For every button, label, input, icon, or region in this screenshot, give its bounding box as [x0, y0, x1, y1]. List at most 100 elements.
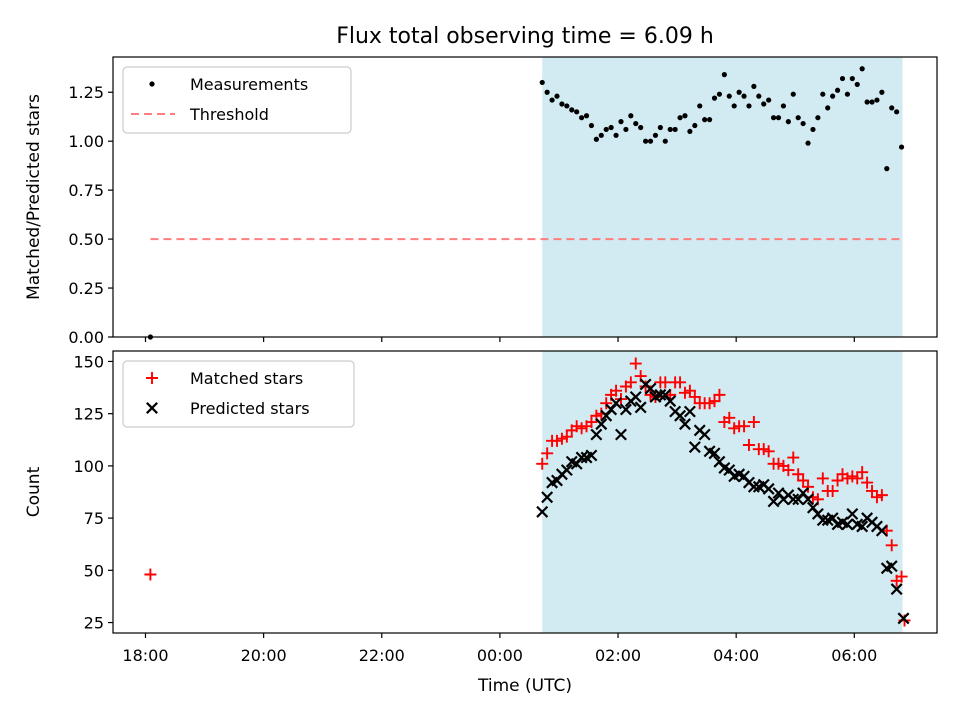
data-point: [770, 115, 777, 121]
data-point: [683, 384, 696, 397]
data-point: [856, 520, 869, 533]
legend-entry: Measurements: [149, 75, 308, 94]
data-point: [859, 66, 865, 72]
data-point: [654, 388, 667, 401]
plot-frame: [112, 56, 938, 338]
data-point: [664, 395, 677, 408]
data-point: [839, 75, 846, 82]
data-point: [736, 89, 742, 95]
data-point: [638, 124, 644, 131]
legend-entry: Threshold: [131, 105, 269, 124]
data-point: [756, 93, 762, 99]
data-point: [800, 120, 806, 127]
data-point: [747, 480, 760, 493]
series-measurements: [147, 66, 905, 340]
data-point: [775, 115, 782, 121]
data-point: [816, 514, 829, 527]
data-point: [787, 451, 800, 464]
data-point: [820, 91, 826, 97]
data-point: [678, 418, 691, 431]
y-tick-label: 125: [73, 405, 104, 424]
y-tick-label: 0.00: [68, 328, 104, 347]
data-point: [751, 83, 757, 89]
legend-entry: Matched stars: [146, 369, 303, 388]
data-point: [618, 119, 624, 125]
data-point: [706, 117, 713, 123]
y-tick-label: 0.50: [68, 230, 104, 249]
data-point: [629, 357, 642, 370]
legend: Measurements Threshold: [122, 66, 352, 134]
data-point: [790, 91, 796, 97]
data-point: [662, 138, 668, 144]
data-point: [657, 124, 663, 131]
data-point: [628, 113, 634, 119]
data-point: [841, 518, 854, 531]
data-point: [741, 93, 747, 99]
legend-marker-swatch: [149, 81, 155, 87]
data-point: [797, 474, 810, 487]
data-point: [549, 97, 555, 103]
ratio-panel: 0.00 0.25 0.50 0.75 1.00 1.25 Matched/Predicte…: [24, 56, 938, 347]
data-point: [593, 136, 599, 142]
data-point: [884, 166, 890, 172]
data-point: [826, 484, 839, 497]
legend-label: Predicted stars: [190, 399, 310, 418]
data-point: [834, 87, 841, 93]
data-point: [560, 464, 573, 477]
data-point: [672, 126, 678, 133]
data-point: [624, 376, 637, 389]
data-point: [711, 95, 718, 101]
data-point: [588, 122, 595, 129]
data-point: [544, 89, 550, 95]
data-point: [895, 570, 908, 583]
data-point: [698, 428, 711, 441]
y-tick-label: 1.00: [68, 132, 104, 151]
y-tick-label: 150: [73, 352, 104, 371]
data-point: [536, 505, 549, 518]
data-point: [802, 493, 815, 506]
data-point: [688, 441, 701, 454]
series-predicted-stars: [536, 378, 910, 625]
y-tick-label: 1.25: [68, 83, 104, 102]
data-point: [761, 101, 767, 107]
data-point: [683, 405, 696, 418]
x-tick-label: 06:00: [831, 646, 877, 665]
data-point: [723, 411, 736, 424]
data-point: [879, 89, 885, 95]
data-point: [767, 495, 780, 508]
plot-frame: [112, 350, 938, 634]
data-point: [610, 397, 623, 410]
legend-marker-swatch: [146, 402, 158, 414]
data-point: [536, 457, 549, 470]
data-point: [603, 126, 609, 133]
data-point: [762, 482, 775, 495]
data-point: [598, 132, 604, 138]
data-point: [713, 388, 726, 401]
data-point: [726, 93, 732, 99]
y-tick-label: 75: [84, 509, 104, 528]
data-point: [564, 103, 570, 109]
data-point: [583, 113, 590, 119]
data-point: [144, 568, 157, 581]
chart-title: Flux total observing time = 6.09 h: [336, 24, 714, 49]
data-point: [688, 390, 701, 403]
data-point: [677, 115, 683, 121]
data-point: [615, 428, 627, 441]
data-point: [815, 115, 821, 121]
data-point: [652, 132, 659, 138]
x-tick-label: 22:00: [359, 646, 405, 665]
data-point: [575, 451, 588, 464]
data-point: [874, 97, 880, 103]
x-tick-label: 04:00: [713, 646, 759, 665]
data-point: [780, 103, 787, 109]
data-point: [844, 91, 851, 97]
y-tick-label: 25: [84, 614, 104, 633]
data-point: [792, 468, 805, 481]
data-point: [613, 132, 619, 138]
data-point: [585, 416, 598, 429]
x-axis-label: Time (UTC): [477, 676, 572, 696]
data-point: [885, 539, 898, 552]
x-tick-label: 20:00: [241, 646, 287, 665]
data-point: [642, 138, 649, 144]
